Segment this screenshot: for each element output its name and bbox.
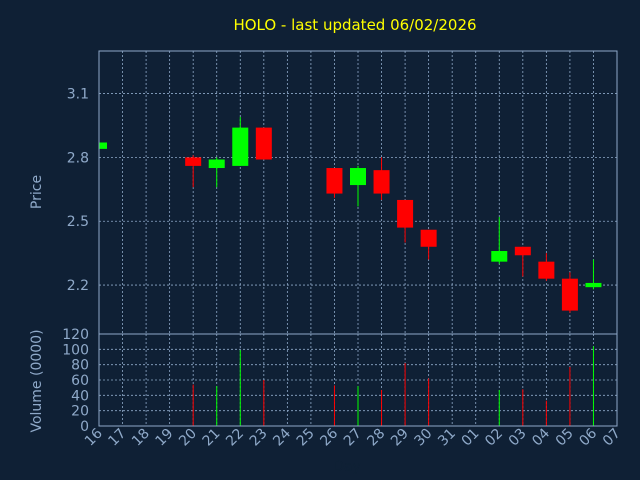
x-tick-label: 21 [200, 426, 224, 450]
volume-tick-label: 20 [71, 404, 89, 420]
x-tick-label: 27 [341, 426, 365, 450]
x-tick-label: 24 [270, 425, 294, 449]
x-tick-label: 26 [317, 425, 341, 449]
x-tick-label: 20 [176, 426, 200, 450]
x-tick-label: 22 [223, 426, 247, 450]
x-tick-label: 01 [459, 426, 483, 450]
x-tick-label: 29 [388, 426, 412, 450]
x-tick-label: 07 [600, 426, 624, 450]
candle-body [514, 246, 531, 256]
candle-body [185, 157, 202, 166]
volume-tick-label: 120 [62, 327, 89, 343]
volume-tick-label: 0 [80, 419, 89, 435]
candle-body [397, 199, 414, 228]
x-tick-label: 23 [247, 426, 271, 450]
candle-body [208, 159, 225, 169]
x-tick-label: 17 [105, 426, 129, 450]
x-tick-label: 05 [553, 426, 577, 450]
x-tick-label: 25 [294, 426, 318, 450]
candle-body [585, 282, 602, 288]
volume-plot-frame [98, 333, 618, 427]
price-tick-label: 2.8 [67, 150, 89, 166]
x-axis: 16 17 18 19 20 21 22 23 24 25 26 27 28 29 30 31 01 02 03 04… [82, 425, 624, 449]
price-tick-label: 3.1 [67, 87, 89, 103]
x-tick-label: 02 [482, 426, 506, 450]
candle-body [420, 229, 437, 247]
candle-body [350, 168, 366, 186]
price-tick-label: 2.2 [67, 278, 89, 294]
x-tick-label: 04 [529, 425, 553, 449]
x-tick-label: 18 [129, 426, 153, 450]
volume-tick-label: 100 [62, 342, 89, 358]
price-axis-label: Price [29, 175, 45, 209]
x-axis-label: Day [333, 459, 361, 475]
candle-body [561, 278, 578, 311]
candle-body [326, 168, 343, 194]
candle-body [99, 142, 107, 149]
x-tick-label: 31 [435, 426, 459, 450]
price-panel: 2.2 2.5 2.8 3.1 [67, 50, 618, 335]
x-tick-label: 30 [412, 426, 436, 450]
x-tick-label: 19 [153, 426, 177, 450]
chart-title: HOLO - last updated 06/02/2026 [233, 16, 476, 34]
candle-body [255, 127, 272, 160]
x-tick-label: 03 [506, 426, 530, 450]
volume-axis-label: Volume (0000) [29, 329, 45, 432]
price-tick-label: 2.5 [67, 214, 89, 230]
candle-body [232, 127, 249, 166]
volume-tick-label: 60 [71, 373, 89, 389]
candle-body [373, 170, 390, 194]
candle-body [491, 251, 508, 262]
x-tick-label: 06 [576, 425, 600, 449]
volume-tick-label: 80 [71, 358, 89, 374]
candle-body [538, 261, 555, 279]
volume-tick-label: 40 [71, 388, 89, 404]
x-tick-label: 28 [364, 426, 388, 450]
